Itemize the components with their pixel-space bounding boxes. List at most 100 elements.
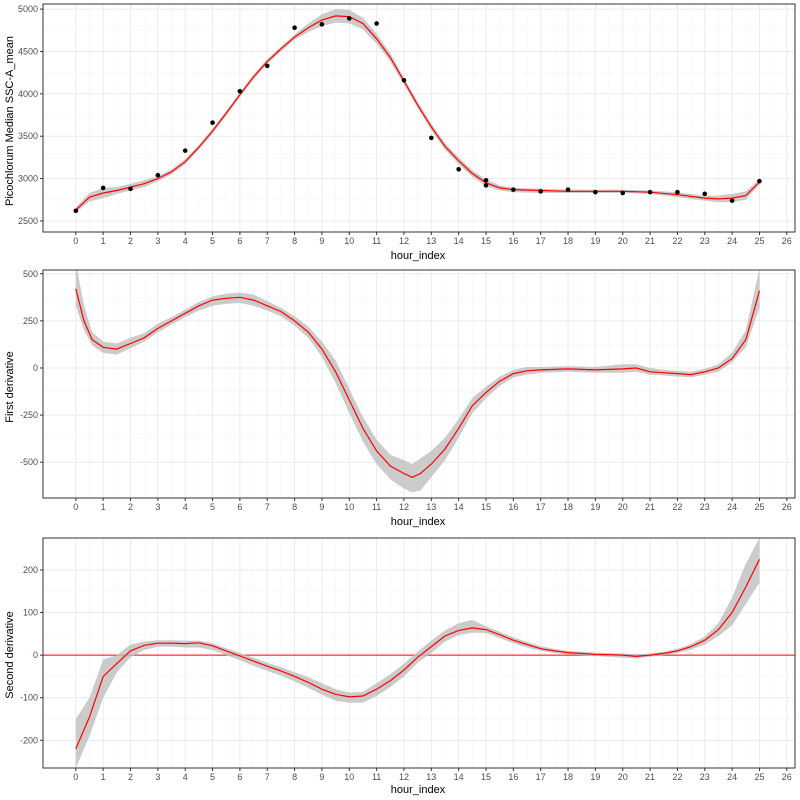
- panel-1-x-tick-label: 17: [536, 502, 546, 512]
- panel-1-x-axis-title: hour_index: [391, 516, 446, 528]
- panel-1-x-tick-label: 16: [508, 502, 518, 512]
- panel-1-x-tick-label: 2: [128, 502, 133, 512]
- panel-0-data-point: [374, 21, 379, 26]
- panel-1-x-tick-label: 10: [344, 502, 354, 512]
- panel-1-x-tick-label: 22: [672, 502, 682, 512]
- panel-0-x-tick-label: 24: [727, 236, 737, 246]
- panel-1-x-tick-label: 6: [237, 502, 242, 512]
- panel-first-derivative: 0 1 2 3 4 5 6 7 8 9 10 11 12 13 14 15 16 17 18 19 20 21 22 23 24…: [4, 269, 796, 528]
- panel-2-x-tick-label: 4: [183, 772, 188, 782]
- panel-0-x-tick-label: 18: [563, 236, 573, 246]
- panel-1-x-tick-label: 4: [183, 502, 188, 512]
- panel-0-x-tick-label: 4: [183, 236, 188, 246]
- panel-1-y-tick-label: 500: [23, 269, 38, 279]
- panel-0-data-point: [401, 77, 407, 83]
- panel-2-x-tick-label: 24: [727, 772, 737, 782]
- panel-0-x-tick-label: 0: [73, 236, 78, 246]
- panel-1-x-tick-label: 14: [454, 502, 464, 512]
- panel-0-x-tick-label: 9: [319, 236, 324, 246]
- panel-0-data-point: [565, 187, 571, 192]
- panel-2-y-tick-label: -100: [20, 693, 38, 703]
- panel-0-x-tick-label: 15: [481, 236, 491, 246]
- panel-0-data-point: [483, 177, 489, 183]
- panel-2-y-axis-title: Second derivative: [4, 611, 16, 698]
- panel-0-data-point: [210, 120, 215, 125]
- panel-0-x-tick-label: 7: [265, 236, 270, 246]
- panel-0-data-point: [264, 63, 270, 69]
- panel-0-x-tick-label: 26: [782, 236, 792, 246]
- panel-2-x-tick-label: 25: [754, 772, 764, 782]
- panel-2-x-tick-label: 15: [481, 772, 491, 782]
- panel-2-fit-line: [75, 559, 761, 750]
- panel-0-data-point: [237, 89, 243, 94]
- panel-2-border: [42, 537, 796, 769]
- panel-1-x-tick-label: 9: [319, 502, 324, 512]
- panel-1-y-axis-title: First derivative: [4, 351, 16, 423]
- panel-0-y-tick-label: 4500: [18, 46, 38, 56]
- panel-0-x-tick-label: 8: [292, 236, 297, 246]
- panel-0-x-tick-label: 25: [754, 236, 764, 246]
- panel-1-x-tick-label: 12: [399, 502, 409, 512]
- panel-0-y-tick-label: 5000: [18, 4, 38, 14]
- panel-0-x-tick-label: 23: [700, 236, 710, 246]
- panel-2-y-tick-label: 0: [33, 650, 38, 660]
- panel-1-x-tick-label: 0: [73, 502, 78, 512]
- panel-2-confidence-ribbon: [75, 538, 760, 768]
- panel-0-y-tick-label: 4000: [18, 89, 38, 99]
- panel-second-derivative: 0 1 2 3 4 5 6 7 8 9 10 11 12 13 14 15 16 17 18 19 20 21 22 23 24…: [4, 537, 796, 796]
- panel-2-x-tick-label: 5: [210, 772, 215, 782]
- panel-0-y-tick-label: 3000: [18, 174, 38, 184]
- panel-2-x-tick-label: 7: [265, 772, 270, 782]
- panel-0-data-point: [620, 190, 626, 196]
- panel-2-x-tick-label: 1: [101, 772, 106, 782]
- panel-0-data-point: [319, 22, 325, 27]
- panel-0-x-tick-label: 11: [372, 236, 381, 246]
- panel-0-x-tick-label: 2: [128, 236, 133, 246]
- panel-2-x-tick-label: 3: [155, 772, 160, 782]
- panel-0-border: [42, 3, 796, 233]
- panel-0-data-point: [483, 183, 489, 188]
- panel-0-data-point: [155, 172, 161, 178]
- panel-2-x-axis-title: hour_index: [391, 784, 446, 796]
- panel-0-data-point: [292, 25, 297, 31]
- panel-0-data-point: [128, 186, 133, 192]
- panel-2-x-tick-label: 19: [590, 772, 600, 782]
- panel-1-y-tick-label: 250: [23, 316, 38, 326]
- panel-1-x-tick-label: 15: [481, 502, 491, 512]
- panel-2-x-tick-label: 26: [782, 772, 792, 782]
- panel-1-y-tick-label: 0: [33, 363, 38, 373]
- panel-2-x-tick-label: 8: [292, 772, 297, 782]
- panel-1-y-tick-label: -250: [20, 410, 38, 420]
- panel-2-y-tick-label: -200: [20, 735, 38, 745]
- panel-1-x-tick-label: 19: [590, 502, 600, 512]
- panel-0-data-point: [538, 189, 543, 194]
- panel-0-data-point: [757, 178, 762, 184]
- panel-0-x-tick-label: 20: [618, 236, 628, 246]
- panel-0-data-point: [182, 148, 188, 153]
- panel-1-x-tick-label: 3: [155, 502, 160, 512]
- panel-0-x-tick-label: 17: [536, 236, 546, 246]
- panel-0-x-tick-label: 16: [508, 236, 518, 246]
- panel-0-x-tick-label: 13: [426, 236, 436, 246]
- panel-1-x-tick-label: 24: [727, 502, 737, 512]
- panel-2-x-tick-label: 2: [128, 772, 133, 782]
- panel-0-fit-line: [75, 15, 760, 211]
- panel-0-x-tick-label: 6: [237, 236, 242, 246]
- panel-2-x-tick-label: 23: [700, 772, 710, 782]
- panel-2-x-tick-label: 12: [399, 772, 409, 782]
- panel-2-x-tick-label: 17: [536, 772, 546, 782]
- panel-0-x-tick-label: 3: [155, 236, 160, 246]
- panel-1-x-tick-label: 25: [754, 502, 764, 512]
- panel-0-y-tick-label: 2500: [18, 216, 38, 226]
- panel-0-x-tick-label: 5: [210, 236, 215, 246]
- panel-2-x-tick-label: 10: [344, 772, 354, 782]
- panel-2-x-tick-label: 13: [426, 772, 436, 782]
- panel-0-data-point: [702, 191, 708, 197]
- panel-0-x-tick-label: 10: [344, 236, 354, 246]
- panel-0-x-tick-label: 21: [645, 236, 655, 246]
- panel-0-data-point: [647, 189, 653, 195]
- panel-2-x-tick-label: 0: [73, 772, 78, 782]
- panel-2-x-tick-label: 20: [618, 772, 628, 782]
- panel-1-x-tick-label: 20: [618, 502, 628, 512]
